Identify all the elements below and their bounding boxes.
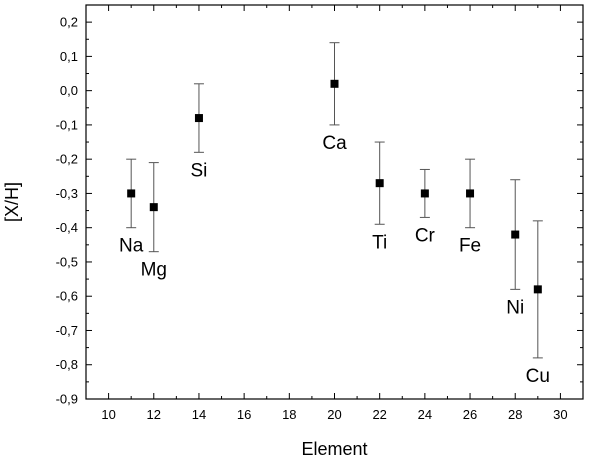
data-point-na: Na — [119, 158, 144, 257]
data-point-ti: Ti — [372, 141, 387, 253]
square-marker — [330, 79, 339, 88]
y-tick-label: -0,2 — [56, 152, 78, 167]
element-label: Mg — [141, 260, 167, 281]
y-axis: 0,2 0,1 0,0 -0,1 -0,2 -0,3 -0,4 -0,5 -0,6 -0,7 -0,… — [56, 15, 583, 407]
element-label: Si — [191, 160, 208, 181]
y-tick-label: -0,8 — [56, 357, 78, 372]
x-tick-label: 16 — [237, 407, 251, 422]
x-tick-label: 12 — [147, 407, 161, 422]
square-marker — [511, 230, 520, 239]
x-tick-label: 22 — [372, 407, 386, 422]
square-marker — [420, 189, 429, 198]
element-label: Fe — [459, 236, 481, 257]
square-marker — [375, 179, 384, 188]
x-tick-label: 14 — [192, 407, 206, 422]
element-label: Cr — [415, 225, 436, 246]
x-tick-label: 10 — [101, 407, 115, 422]
y-tick-label: -0,6 — [56, 289, 78, 304]
x-tick-label: 18 — [282, 407, 296, 422]
y-tick-label: -0,4 — [56, 220, 78, 235]
y-tick-label: 0,2 — [60, 15, 78, 30]
data-point-ni: Ni — [506, 179, 524, 318]
y-tick-label: -0,3 — [56, 186, 78, 201]
element-label: Na — [119, 236, 144, 257]
y-tick-label: -0,7 — [56, 323, 78, 338]
x-axis-title: Element — [301, 439, 367, 459]
data-point-cr: Cr — [415, 168, 436, 246]
y-axis-title: [X/H] — [2, 182, 22, 222]
data-points: Na Mg Si Ca Ti Cr Fe Ni Cu — [119, 42, 550, 387]
x-tick-label: 26 — [463, 407, 477, 422]
square-marker — [194, 114, 203, 123]
square-marker — [466, 189, 475, 198]
data-point-ca: Ca — [322, 42, 347, 154]
data-point-fe: Fe — [459, 158, 481, 257]
x-tick-label: 24 — [418, 407, 432, 422]
x-tick-label: 30 — [553, 407, 567, 422]
square-marker — [127, 189, 136, 198]
square-marker — [533, 285, 542, 294]
element-label: Ni — [506, 297, 524, 318]
square-marker — [149, 203, 158, 212]
data-point-mg: Mg — [141, 162, 167, 281]
y-tick-label: -0,1 — [56, 117, 78, 132]
y-tick-label: -0,5 — [56, 254, 78, 269]
y-tick-label: 0,0 — [60, 83, 78, 98]
x-tick-label: 20 — [327, 407, 341, 422]
element-label: Cu — [526, 366, 550, 387]
x-axis: 10 12 14 16 18 20 22 24 26 28 30 — [85, 5, 584, 422]
data-point-si: Si — [191, 83, 208, 181]
y-tick-label: -0,9 — [56, 392, 78, 407]
y-tick-label: 0,1 — [60, 49, 78, 64]
x-tick-label: 28 — [508, 407, 522, 422]
data-point-cu: Cu — [526, 220, 550, 387]
element-label: Ti — [372, 232, 387, 253]
element-label: Ca — [322, 133, 347, 154]
